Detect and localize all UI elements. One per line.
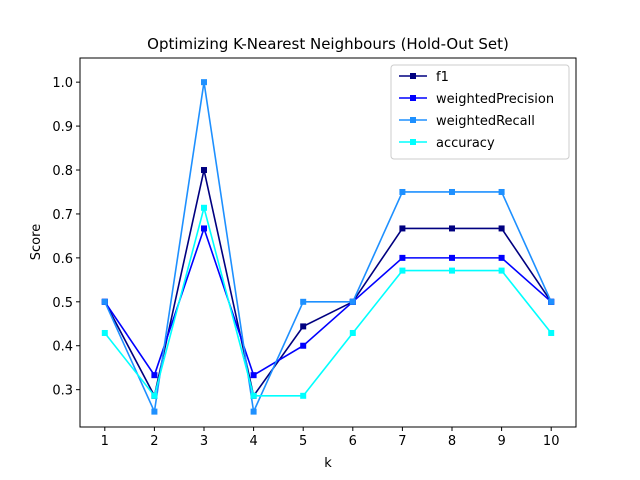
y-tick-label: 0.6 [52, 252, 73, 267]
legend-label: f1 [436, 70, 449, 85]
y-axis-label: Score [29, 224, 44, 260]
x-axis-label: k [324, 456, 332, 471]
data-point [399, 225, 406, 232]
data-point [151, 372, 158, 379]
data-point [201, 225, 207, 232]
x-tick-label: 1 [101, 434, 109, 449]
legend-swatch-marker [410, 139, 416, 145]
data-point [449, 188, 455, 195]
y-tick-label: 0.9 [52, 120, 73, 135]
y-tick-label: 0.7 [52, 208, 73, 223]
x-tick-label: 4 [249, 434, 257, 449]
data-point [498, 225, 505, 232]
y-tick-label: 0.3 [52, 384, 73, 399]
data-point [449, 254, 455, 261]
data-point [498, 188, 505, 195]
data-point [201, 79, 207, 86]
y-tick-label: 0.5 [52, 296, 73, 311]
data-point [349, 298, 356, 305]
x-tick-label: 7 [398, 434, 406, 449]
data-point [399, 267, 406, 274]
x-tick-label: 6 [349, 434, 357, 449]
x-tick-label: 8 [448, 434, 456, 449]
data-point [151, 408, 158, 415]
legend-item: weightedRecall [399, 114, 535, 129]
series-weightedRecall [101, 79, 555, 415]
y-tick-label: 0.8 [52, 164, 73, 179]
data-point [300, 342, 307, 349]
legend-swatch-marker [410, 117, 416, 123]
y-axis-ticks: 0.3 0.4 0.5 0.6 0.7 0.8 0.9 1.0 [52, 76, 80, 399]
data-point [201, 167, 207, 174]
data-point [498, 267, 505, 274]
data-point [449, 267, 455, 274]
legend-item: accuracy [399, 136, 495, 151]
legend-box [390, 64, 570, 160]
series-line [104, 169, 552, 399]
legend-swatch-marker [410, 95, 416, 101]
x-axis-ticks: 1 2 3 4 5 6 7 8 9 10 [101, 427, 560, 449]
x-tick-label: 10 [543, 434, 560, 449]
x-tick-label: 5 [299, 434, 307, 449]
data-point [548, 329, 555, 336]
legend-item: f1 [399, 70, 449, 85]
legend-label: weightedPrecision [436, 92, 554, 107]
data-point [300, 392, 307, 399]
data-point [250, 372, 257, 379]
axes-frame [79, 57, 577, 428]
data-point [548, 298, 555, 305]
series-line [104, 82, 552, 415]
data-point [250, 392, 257, 399]
y-tick-label: 0.4 [52, 340, 73, 355]
data-point [151, 392, 158, 399]
legend-label: weightedRecall [436, 114, 535, 129]
chart-title: Optimizing K-Nearest Neighbours (Hold-Ou… [147, 35, 509, 53]
data-point [498, 254, 505, 261]
plot-area [101, 79, 555, 415]
legend-label: accuracy [436, 136, 495, 151]
x-tick-label: 2 [150, 434, 158, 449]
data-point [101, 329, 108, 336]
series-line [104, 204, 552, 398]
data-point [250, 408, 257, 415]
data-point [349, 329, 356, 336]
legend-swatch-marker [410, 73, 416, 79]
series-accuracy [101, 204, 555, 399]
data-point [399, 254, 406, 261]
x-tick-label: 9 [497, 434, 505, 449]
data-point [101, 298, 108, 305]
y-tick-label: 1.0 [52, 76, 73, 91]
x-tick-label: 3 [200, 434, 208, 449]
legend: f1 weightedPrecision weightedRecall accurac… [390, 64, 570, 160]
data-point [201, 204, 207, 211]
data-point [449, 225, 455, 232]
data-point [399, 188, 406, 195]
legend-item: weightedPrecision [399, 92, 554, 107]
data-point [300, 323, 307, 330]
data-point [300, 298, 307, 305]
